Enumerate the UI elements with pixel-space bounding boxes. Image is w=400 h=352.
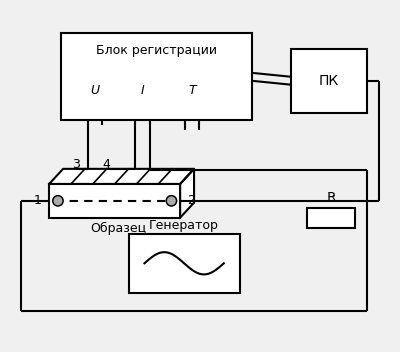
- Text: 2: 2: [187, 194, 195, 207]
- Text: ПК: ПК: [319, 74, 339, 88]
- Text: Блок регистрации: Блок регистрации: [96, 44, 217, 57]
- FancyBboxPatch shape: [307, 208, 355, 228]
- Text: T: T: [188, 84, 196, 97]
- Polygon shape: [49, 169, 194, 184]
- Circle shape: [53, 196, 63, 206]
- Text: Генератор: Генератор: [149, 219, 219, 232]
- Text: 3: 3: [72, 158, 80, 171]
- Polygon shape: [180, 169, 194, 218]
- FancyBboxPatch shape: [49, 184, 180, 218]
- Text: Образец: Образец: [90, 222, 147, 235]
- Circle shape: [166, 196, 176, 206]
- Text: 4: 4: [103, 158, 111, 171]
- FancyBboxPatch shape: [128, 233, 240, 293]
- FancyBboxPatch shape: [61, 33, 252, 120]
- Text: R: R: [326, 191, 336, 205]
- Text: 1: 1: [34, 194, 42, 207]
- FancyBboxPatch shape: [291, 49, 367, 113]
- Text: U: U: [90, 84, 99, 97]
- Text: I: I: [140, 84, 144, 97]
